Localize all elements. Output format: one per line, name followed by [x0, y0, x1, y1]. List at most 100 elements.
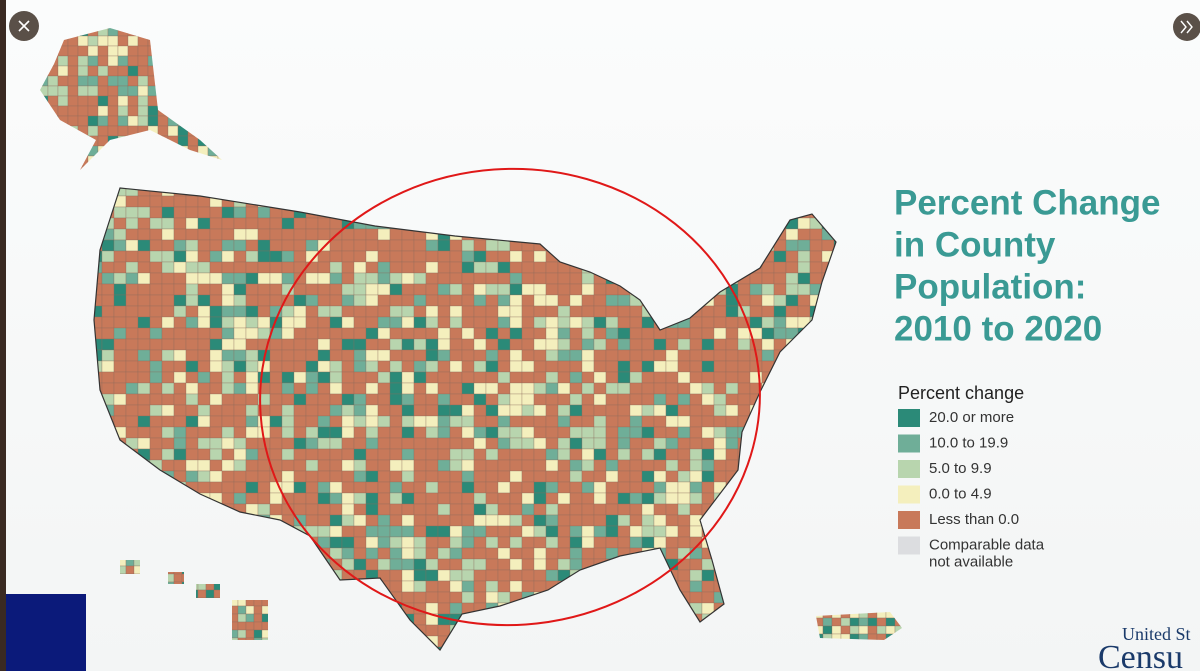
county [157, 155, 169, 167]
county [581, 437, 595, 450]
county [545, 646, 559, 650]
county [557, 602, 571, 615]
county [133, 637, 143, 640]
county [509, 261, 523, 274]
county [497, 393, 511, 406]
county [177, 28, 189, 37]
county [149, 371, 163, 384]
legend-swatch [898, 460, 920, 478]
county [773, 569, 787, 582]
county [749, 481, 763, 494]
county [149, 621, 159, 631]
county [497, 415, 511, 428]
county [713, 591, 727, 604]
county [485, 272, 499, 285]
county [737, 382, 751, 395]
county [545, 327, 559, 340]
county [353, 613, 367, 626]
county [221, 188, 235, 197]
county [461, 206, 475, 219]
county [833, 503, 836, 516]
county [87, 45, 99, 57]
county [197, 581, 207, 591]
county [581, 294, 595, 307]
county [113, 316, 127, 329]
county [617, 525, 631, 538]
county [209, 228, 223, 241]
county [545, 514, 559, 527]
county [157, 565, 167, 575]
county [177, 65, 189, 77]
county [167, 85, 179, 97]
county [101, 470, 115, 483]
county [209, 305, 223, 318]
county [94, 613, 103, 626]
red-annotation-circle [259, 167, 761, 627]
county [177, 135, 189, 147]
county [94, 481, 103, 494]
county [689, 371, 703, 384]
county [437, 188, 451, 197]
county [341, 470, 355, 483]
county [677, 382, 691, 395]
county [593, 569, 607, 582]
county [449, 426, 463, 439]
county [665, 415, 679, 428]
county [141, 560, 151, 567]
county [809, 327, 823, 340]
county [545, 371, 559, 384]
county [389, 316, 403, 329]
county [689, 525, 703, 538]
county [173, 305, 187, 318]
county [629, 624, 643, 637]
county [177, 45, 189, 57]
county [317, 646, 331, 650]
county [197, 514, 211, 527]
county [125, 272, 139, 285]
county [185, 415, 199, 428]
county [521, 481, 535, 494]
county [605, 503, 619, 516]
county [101, 305, 115, 318]
county [809, 591, 823, 604]
county [569, 426, 583, 439]
county [207, 165, 219, 170]
county [117, 85, 129, 97]
county [533, 261, 547, 274]
county [269, 613, 283, 626]
county [389, 283, 403, 296]
county [269, 294, 283, 307]
county [797, 503, 811, 516]
county [749, 459, 763, 472]
county [713, 360, 727, 373]
county [137, 316, 151, 329]
legend-swatch [898, 485, 920, 504]
county [401, 624, 415, 637]
county [629, 613, 643, 626]
county [377, 448, 391, 461]
county [161, 327, 175, 340]
county [605, 580, 619, 593]
county [761, 448, 775, 461]
county [233, 448, 247, 461]
county [840, 633, 851, 640]
county [653, 316, 667, 329]
county [605, 415, 619, 428]
county [665, 338, 679, 351]
county [40, 145, 49, 157]
county [581, 404, 595, 417]
county [485, 195, 499, 208]
county [785, 602, 799, 615]
county [197, 239, 211, 252]
county [401, 514, 415, 527]
county [87, 65, 99, 77]
county [137, 492, 151, 505]
county [173, 492, 187, 505]
county [437, 371, 451, 384]
county [245, 492, 259, 505]
county [425, 195, 439, 208]
county [713, 404, 727, 417]
county [305, 602, 319, 615]
county [329, 349, 343, 362]
county [173, 565, 183, 575]
